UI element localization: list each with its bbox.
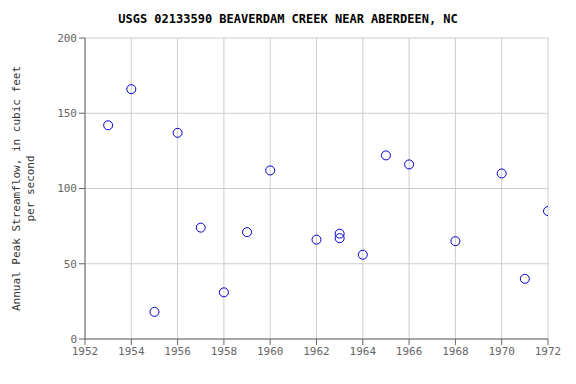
svg-text:0: 0 <box>70 333 77 346</box>
svg-text:1964: 1964 <box>350 345 377 358</box>
svg-text:1966: 1966 <box>396 345 423 358</box>
svg-text:1952: 1952 <box>72 345 99 358</box>
svg-text:1970: 1970 <box>488 345 515 358</box>
svg-text:1972: 1972 <box>535 345 562 358</box>
svg-text:1954: 1954 <box>118 345 145 358</box>
svg-text:200: 200 <box>57 32 77 45</box>
html-text:USGS 02133590 BEAVERDAM CREEK: USGS 02133590 BEAVERDAM CREEK NEAR ABERD… <box>118 12 458 26</box>
svg-text:1960: 1960 <box>257 345 284 358</box>
svg-text:1956: 1956 <box>164 345 191 358</box>
svg-text:1958: 1958 <box>211 345 238 358</box>
svg-text:150: 150 <box>57 107 77 120</box>
svg-text:1968: 1968 <box>442 345 469 358</box>
svg-text:50: 50 <box>64 258 77 271</box>
svg-text:1962: 1962 <box>303 345 330 358</box>
svg-text:100: 100 <box>57 182 77 195</box>
svg-text:Annual Peak Streamflow, in cub: Annual Peak Streamflow, in cubic feetper… <box>10 66 36 311</box>
